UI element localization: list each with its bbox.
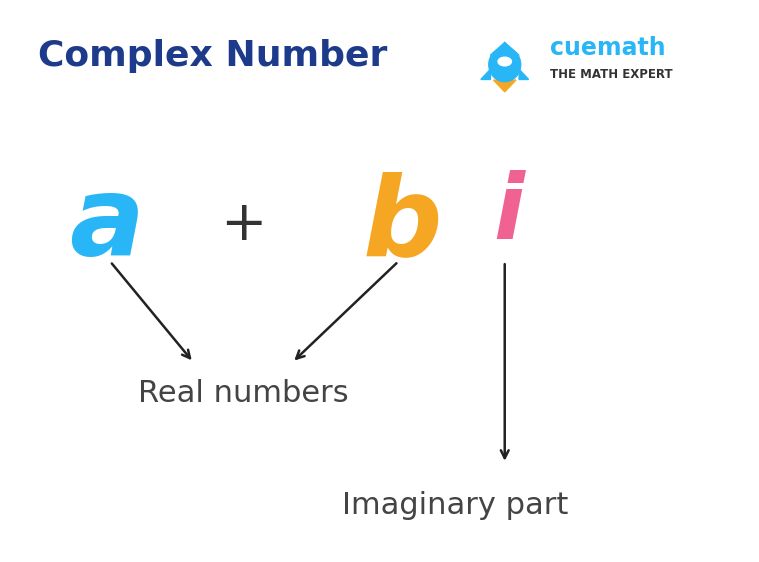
Text: Real numbers: Real numbers <box>137 379 348 408</box>
Polygon shape <box>481 69 490 79</box>
Polygon shape <box>519 69 528 79</box>
Text: Imaginary part: Imaginary part <box>342 491 568 520</box>
Ellipse shape <box>498 57 512 66</box>
Text: a: a <box>69 171 143 278</box>
Polygon shape <box>490 42 519 56</box>
Text: cuemath: cuemath <box>550 36 666 60</box>
Text: b: b <box>363 171 442 278</box>
Ellipse shape <box>489 48 521 81</box>
Text: THE MATH EXPERT: THE MATH EXPERT <box>550 67 673 81</box>
Polygon shape <box>493 80 516 92</box>
Text: Complex Number: Complex Number <box>38 39 387 73</box>
Text: i: i <box>493 170 524 257</box>
Text: +: + <box>219 198 266 252</box>
